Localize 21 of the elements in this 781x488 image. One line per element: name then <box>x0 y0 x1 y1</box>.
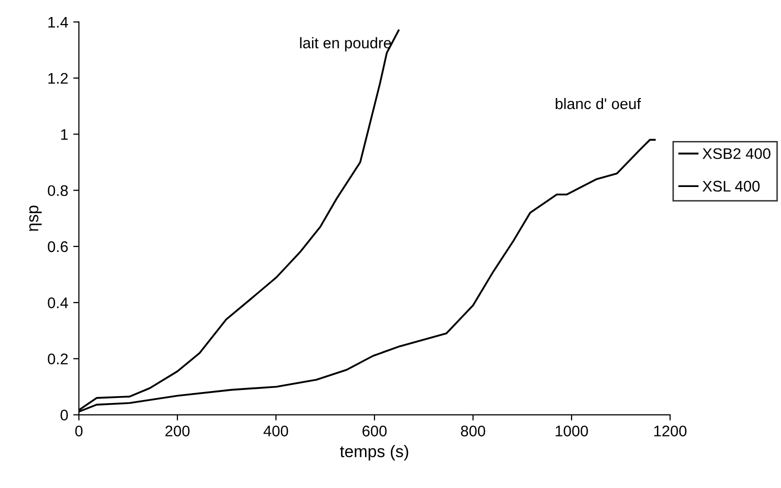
x-tick-label: 1000 <box>556 426 588 436</box>
x-tick-label: 400 <box>264 426 288 436</box>
y-tick-label: 0 <box>60 410 68 420</box>
y-tick-label: 1.4 <box>48 16 68 28</box>
y-tick-label: 0.8 <box>48 185 68 196</box>
x-axis-title: temps (s) <box>340 445 408 461</box>
x-tick-label: 0 <box>75 426 83 436</box>
x-tick-label: 200 <box>165 426 190 436</box>
y-tick-label: 0.6 <box>48 241 68 252</box>
y-axis-title: ηsp <box>29 206 42 231</box>
annotation: lait en poudre <box>300 37 392 52</box>
y-tick-label: 0.2 <box>48 354 68 364</box>
legend-label: XSB2 400 <box>702 148 770 160</box>
x-tick-label: 600 <box>362 426 387 436</box>
legend-label: XSL 400 <box>702 180 760 192</box>
y-tick-label: 1.2 <box>48 72 68 84</box>
x-tick-label: 1200 <box>654 426 686 436</box>
annotation: blanc d' oeuf <box>556 98 641 110</box>
x-tick-label: 800 <box>460 426 486 436</box>
y-tick-label: 0.4 <box>48 297 68 308</box>
y-tick-label: 1 <box>61 129 68 140</box>
